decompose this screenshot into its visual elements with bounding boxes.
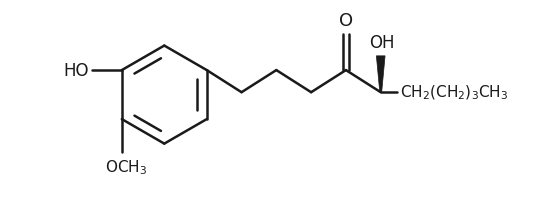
Polygon shape — [376, 57, 385, 93]
Text: OCH$_3$: OCH$_3$ — [104, 157, 147, 176]
Text: HO: HO — [63, 62, 89, 80]
Text: OH: OH — [370, 34, 395, 52]
Text: O: O — [339, 12, 353, 30]
Text: CH$_2$(CH$_2$)$_3$CH$_3$: CH$_2$(CH$_2$)$_3$CH$_3$ — [400, 84, 508, 102]
